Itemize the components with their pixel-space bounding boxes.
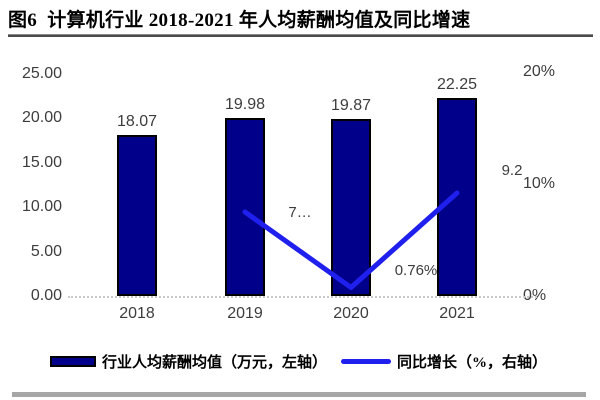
right-axis-tick: 20% — [523, 63, 556, 80]
left-axis-tick: 5.00 — [30, 242, 62, 260]
line-value-label-2021: 9.2 — [501, 161, 523, 179]
right-axis-tick: 0% — [523, 287, 547, 304]
bar-2018 — [117, 135, 157, 296]
left-axis-tick: 25.00 — [21, 64, 62, 82]
bar-value-label-2018: 18.07 — [116, 113, 158, 131]
legend-bar-label: 行业人均薪酬均值（万元，左轴） — [102, 355, 328, 371]
bottom-divider — [12, 392, 586, 397]
left-axis-tick: 15.00 — [21, 153, 62, 171]
bar-value-label-2020: 19.87 — [330, 97, 372, 115]
legend-line-swatch — [341, 359, 391, 364]
legend-bar-swatch — [50, 356, 96, 367]
left-axis-tick: 10.00 — [21, 198, 62, 215]
bar-value-label-2019: 19.98 — [224, 96, 266, 114]
left-axis-tick: 20.00 — [21, 109, 62, 126]
line-value-label-2019: 7… — [288, 204, 312, 221]
x-axis-label-2021: 2021 — [439, 305, 475, 322]
left-axis-tick: 0.00 — [30, 287, 62, 304]
legend-line-label: 同比增长（%，右轴） — [397, 355, 548, 371]
x-axis-label-2018: 2018 — [119, 305, 155, 322]
title-underline — [8, 34, 593, 37]
bar-value-label-2021: 22.25 — [436, 75, 478, 93]
figure-title: 图6 计算机行业 2018-2021 年人均薪酬均值及同比增速 — [8, 10, 471, 31]
line-value-label-2020: 0.76% — [394, 262, 438, 280]
right-axis-tick: 10% — [523, 175, 556, 192]
x-axis-label-2019: 2019 — [227, 305, 263, 322]
x-axis-baseline — [68, 296, 537, 298]
x-axis-label-2020: 2020 — [333, 305, 369, 322]
